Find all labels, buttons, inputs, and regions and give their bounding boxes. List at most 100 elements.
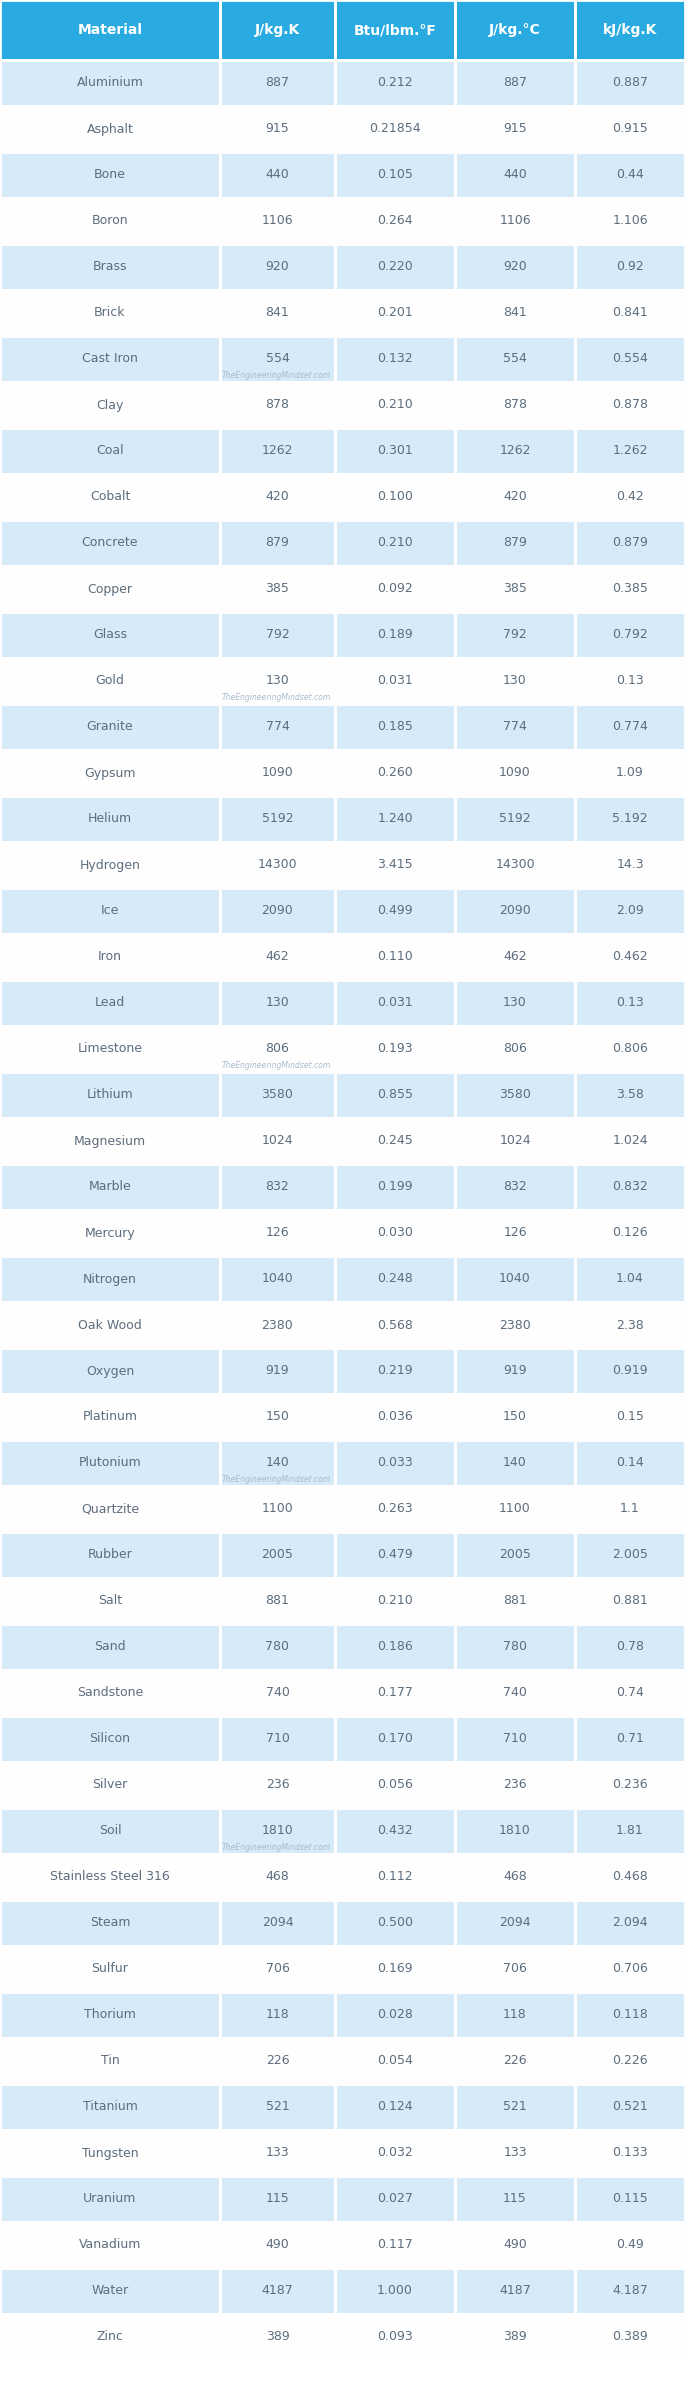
Text: Sand: Sand [94,1641,126,1653]
Text: Btu/lbm.°F: Btu/lbm.°F [353,24,436,36]
Bar [455,2221,575,2267]
Text: 0.78: 0.78 [616,1641,644,1653]
Text: 1.09: 1.09 [616,768,644,780]
Bar [220,290,335,336]
Text: 5.192: 5.192 [612,813,648,825]
Bar [0,796,220,842]
Text: 710: 710 [503,1732,527,1746]
Text: 115: 115 [503,2193,527,2205]
Bar [0,0,220,60]
Text: 878: 878 [266,398,289,413]
Bar [0,290,220,336]
Bar [575,2267,685,2315]
Text: 2.09: 2.09 [616,904,644,916]
Bar [0,1439,220,1485]
Text: 710: 710 [266,1732,289,1746]
Text: Bone: Bone [94,168,126,182]
Bar [0,2221,220,2267]
Text: 236: 236 [503,1778,527,1792]
Text: 0.792: 0.792 [612,629,648,641]
Bar [455,888,575,933]
Text: 1.1: 1.1 [620,1502,640,1516]
Bar [455,1303,575,1348]
Bar [0,1761,220,1809]
Text: 919: 919 [266,1365,289,1377]
Text: Cobalt: Cobalt [90,489,130,504]
Text: 792: 792 [266,629,289,641]
Text: 2380: 2380 [261,1319,293,1331]
Text: 389: 389 [266,2329,289,2344]
Text: 462: 462 [266,950,289,964]
Bar [220,245,335,290]
Bar [575,1809,685,1854]
Bar [575,199,685,245]
Text: 0.499: 0.499 [377,904,413,916]
Text: 2005: 2005 [261,1547,293,1562]
Bar [575,1027,685,1072]
Text: 1.240: 1.240 [377,813,413,825]
Bar [455,1485,575,1533]
Text: 1100: 1100 [499,1502,531,1516]
Bar [335,933,455,981]
Bar [220,1533,335,1579]
Text: 0.110: 0.110 [377,950,413,964]
Bar [0,151,220,199]
Text: 2.38: 2.38 [616,1319,644,1331]
Bar [220,981,335,1027]
Bar [335,2085,455,2130]
Bar [335,1809,455,1854]
Bar [0,1946,220,1991]
Bar [335,1670,455,1715]
Bar [335,475,455,521]
Bar [575,427,685,475]
Text: Ice: Ice [101,904,119,916]
Bar [220,1946,335,1991]
Bar [335,427,455,475]
Bar [335,1072,455,1118]
Text: Coal: Coal [96,444,124,458]
Bar [0,1533,220,1579]
Text: 920: 920 [266,261,289,273]
Bar [455,1715,575,1761]
Text: 554: 554 [503,353,527,365]
Text: 2094: 2094 [261,1917,293,1929]
Bar [220,1164,335,1209]
Bar [220,1761,335,1809]
Text: J/kg.K: J/kg.K [255,24,300,36]
Bar [575,888,685,933]
Text: 1262: 1262 [262,444,293,458]
Text: 0.210: 0.210 [377,537,413,549]
Text: Oxygen: Oxygen [86,1365,134,1377]
Bar [220,1027,335,1072]
Bar [575,1303,685,1348]
Bar [0,1303,220,1348]
Bar [220,612,335,657]
Text: Titanium: Titanium [82,2102,137,2114]
Bar [575,475,685,521]
Bar [455,106,575,151]
Text: 1810: 1810 [499,1826,531,1838]
Bar [575,60,685,106]
Bar [0,2176,220,2221]
Text: 780: 780 [266,1641,289,1653]
Bar [0,106,220,151]
Bar [335,2176,455,2221]
Text: J/kg.°C: J/kg.°C [489,24,541,36]
Text: 2090: 2090 [499,904,531,916]
Text: 226: 226 [503,2054,527,2068]
Text: 0.112: 0.112 [377,1871,413,1883]
Text: 919: 919 [503,1365,527,1377]
Text: 706: 706 [266,1962,289,1974]
Bar [575,612,685,657]
Text: Plutonium: Plutonium [79,1456,141,1471]
Text: 0.169: 0.169 [377,1962,413,1974]
Text: 385: 385 [503,583,527,595]
Bar [220,199,335,245]
Bar [220,2315,335,2361]
Text: Quartzite: Quartzite [81,1502,139,1516]
Bar [0,381,220,427]
Text: 879: 879 [266,537,289,549]
Bar [455,703,575,751]
Text: 0.100: 0.100 [377,489,413,504]
Bar [220,842,335,888]
